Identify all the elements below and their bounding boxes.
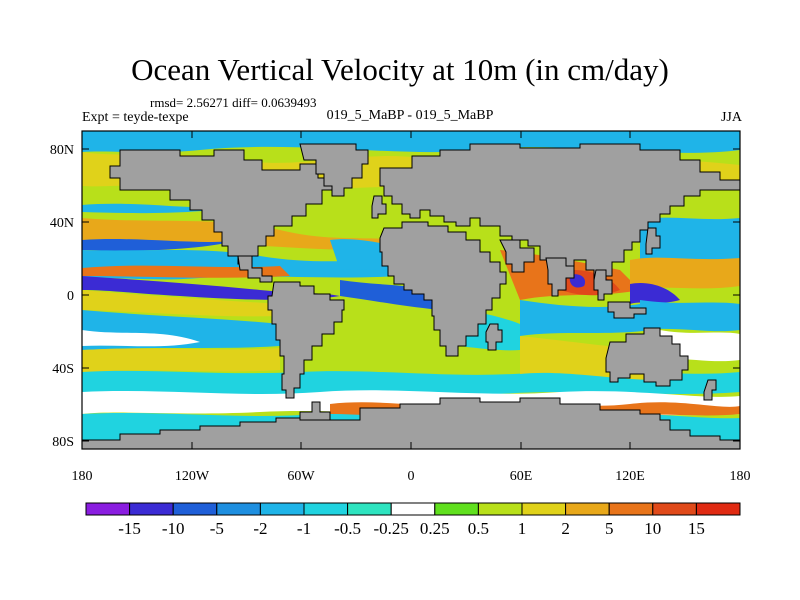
- lat-label: 0: [67, 289, 74, 304]
- new-zealand: [703, 379, 717, 401]
- lon-label: 60E: [510, 469, 533, 484]
- australia: [605, 327, 689, 387]
- colorbar-swatch: [172, 502, 218, 516]
- colorbar-label: -0.5: [334, 519, 361, 538]
- indonesia: [607, 301, 647, 319]
- colorbar-swatch: [477, 502, 523, 516]
- lon-label: 180: [72, 469, 93, 484]
- colorbar-label: 1: [518, 519, 527, 538]
- lat-label: 80N: [50, 143, 74, 158]
- lon-label: 120W: [175, 469, 210, 484]
- colorbar-label: 15: [688, 519, 705, 538]
- colorbar-swatch: [347, 502, 392, 516]
- latitude-labels: 80N 40N 0 40S 80S: [50, 143, 74, 450]
- colorbar-label: -10: [162, 519, 185, 538]
- case-label: 019_5_MaBP - 019_5_MaBP: [326, 108, 494, 123]
- colorbar-swatch: [390, 502, 436, 516]
- south-america: [267, 281, 345, 399]
- colorbar-swatch: [85, 502, 131, 516]
- colorbar-label: 0.25: [420, 519, 450, 538]
- british-isles: [371, 195, 387, 219]
- colorbar-label: -15: [118, 519, 141, 538]
- colorbar-label: -2: [253, 519, 267, 538]
- experiment-label: Expt = teyde-texpe: [82, 110, 189, 125]
- lat-label: 40S: [52, 362, 74, 377]
- colorbar-swatch: [216, 502, 261, 516]
- antarctic-peninsula: [299, 401, 331, 421]
- colorbar-label: 2: [561, 519, 570, 538]
- colorbar-label: -0.25: [373, 519, 408, 538]
- central-america: [237, 255, 273, 283]
- lon-label: 60W: [287, 469, 315, 484]
- japan: [645, 227, 661, 255]
- longitude-labels: 180 120W 60W 0 60E 120E 180: [72, 469, 751, 484]
- lon-label: 120E: [615, 469, 645, 484]
- africa: [379, 221, 507, 357]
- colorbar-swatch: [303, 502, 349, 516]
- map-title: Ocean Vertical Velocity at 10m (in cm/da…: [131, 52, 669, 87]
- north-america: [109, 149, 333, 265]
- land-masses: [82, 143, 740, 449]
- antarctica: [82, 397, 740, 449]
- india: [545, 257, 575, 297]
- rmsd-diff-stats: rmsd= 2.56271 diff= 0.0639493: [150, 95, 317, 110]
- colorbar-swatch: [695, 502, 741, 516]
- lon-label: 180: [730, 469, 751, 484]
- colorbar-swatch: [652, 502, 697, 516]
- colorbar-label: 5: [605, 519, 614, 538]
- colorbar-swatch: [259, 502, 305, 516]
- colorbar-swatch: [521, 502, 567, 516]
- colorbar-swatch: [434, 502, 479, 516]
- colorbar-label: 0.5: [468, 519, 489, 538]
- lon-label: 0: [408, 469, 415, 484]
- colorbar-swatch: [129, 502, 174, 516]
- colorbar: -15 -10 -5 -2 -1 -0.5 -0.25 0.25 0.5 1 2 5 10 15: [85, 502, 741, 538]
- axis-ticks: [81, 131, 741, 449]
- season-label: JJA: [720, 110, 742, 125]
- arabia: [499, 239, 535, 273]
- colorbar-label: -1: [297, 519, 311, 538]
- greenland: [299, 143, 369, 197]
- colorbar-swatch: [608, 502, 654, 516]
- madagascar: [485, 323, 503, 351]
- colorbar-swatch: [565, 502, 610, 516]
- lat-label: 40N: [50, 216, 74, 231]
- colorbar-label: 10: [644, 519, 661, 538]
- colorbar-label: -5: [210, 519, 224, 538]
- southeast-asia: [593, 269, 613, 301]
- map-plot-area: [82, 131, 740, 449]
- lat-label: 80S: [52, 435, 74, 450]
